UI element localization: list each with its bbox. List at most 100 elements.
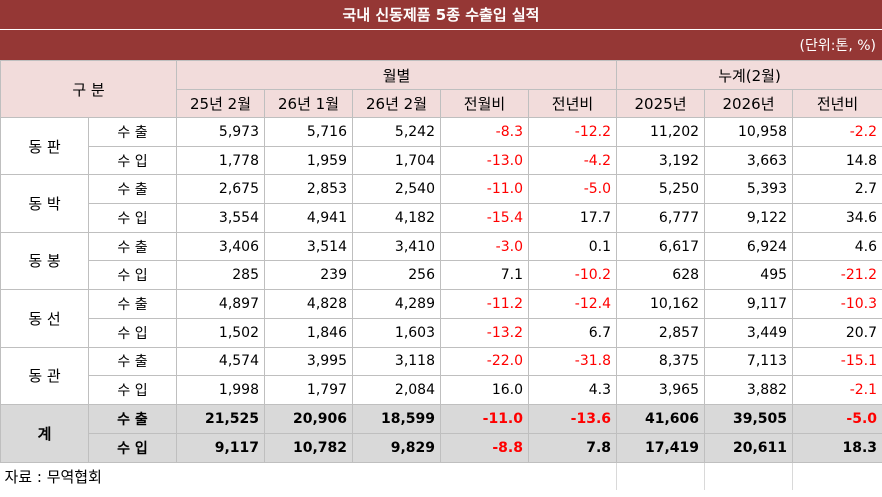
value-cell: -11.0 [440, 174, 529, 205]
value-cell: 4,828 [264, 289, 353, 319]
col-header: 26년 1월 [264, 89, 353, 118]
value-cell: 3,449 [704, 317, 794, 348]
value-cell: 4,574 [176, 346, 265, 377]
source-row: 자료 : 무역협회 [0, 461, 882, 491]
value-cell: 3,965 [616, 375, 706, 405]
group-label: 동 선 [0, 289, 89, 348]
type-label: 수 출 [88, 231, 177, 262]
value-cell: 6,617 [616, 231, 706, 262]
type-label: 수 입 [88, 375, 177, 405]
col-header: 25년 2월 [176, 89, 265, 118]
value-cell: 4,289 [352, 289, 441, 319]
unit-label: (단위:톤, %) [0, 30, 882, 60]
value-cell: 5,250 [616, 174, 706, 205]
value-cell: 495 [704, 260, 794, 291]
value-cell: 0.1 [527, 231, 618, 262]
source-note: 자료 : 무역협회 [0, 461, 617, 491]
type-label: 수 입 [88, 317, 177, 348]
value-cell: -10.2 [527, 260, 618, 291]
value-cell: -3.0 [440, 231, 529, 262]
type-label: 수 입 [88, 432, 177, 463]
value-cell: 239 [264, 260, 353, 291]
value-cell: 4.6 [792, 231, 882, 262]
value-cell: 10,782 [264, 432, 353, 463]
type-label: 수 입 [88, 260, 177, 291]
col-header: 전년비 [527, 89, 618, 118]
value-cell: 9,122 [704, 203, 794, 233]
value-cell: 6,777 [616, 203, 706, 233]
value-cell: 3,663 [704, 145, 794, 176]
value-cell: 7,113 [704, 346, 794, 377]
value-cell: 21,525 [176, 403, 265, 434]
group-label: 동 판 [0, 116, 89, 176]
value-cell: 2,084 [352, 375, 441, 405]
value-cell: 1,959 [264, 145, 353, 176]
table-row: 수 입 1,778 1,959 1,704 -13.0 -4.2 3,192 3,663 14.… [1, 145, 882, 176]
value-cell: 20,906 [264, 403, 353, 434]
value-cell: -13.0 [440, 145, 529, 176]
trade-table: 구 분 월별 누계(2월) 25년 2월 26년 1월 26년 2월 전월비 전… [0, 60, 882, 491]
value-cell: 3,514 [264, 231, 353, 262]
value-cell: 2,857 [616, 317, 706, 348]
value-cell: 2,853 [264, 174, 353, 205]
value-cell: 5,393 [704, 174, 794, 205]
type-label: 수 입 [88, 203, 177, 233]
value-cell: -4.2 [527, 145, 618, 176]
value-cell: -11.2 [440, 289, 529, 319]
value-cell: 8,375 [616, 346, 706, 377]
value-cell: -15.4 [440, 203, 529, 233]
monthly-header: 월별 [175, 60, 618, 90]
value-cell: 5,242 [352, 117, 441, 147]
cumulative-header: 누계(2월) [616, 60, 882, 90]
value-cell: 4.3 [527, 375, 618, 405]
value-cell: 7.8 [527, 432, 618, 463]
table-row: 수 입 1,998 1,797 2,084 16.0 4.3 3,965 3,882 -2.1 [1, 375, 882, 405]
col-header: 2026년 [704, 89, 794, 118]
value-cell: 4,897 [176, 289, 265, 319]
value-cell: 14.8 [792, 145, 882, 176]
value-cell: 7.1 [440, 260, 529, 291]
value-cell: 3,410 [352, 231, 441, 262]
total-row: 수 입 9,117 10,782 9,829 -8.8 7.8 17,419 20,611 18… [1, 432, 882, 463]
category-header: 구 분 [0, 60, 177, 118]
value-cell: 39,505 [704, 403, 794, 434]
value-cell: -8.3 [440, 117, 529, 147]
value-cell: 1,778 [176, 145, 265, 176]
value-cell: -15.1 [792, 346, 882, 377]
table-title: 국내 신동제품 5종 수출입 실적 [0, 0, 882, 30]
type-label: 수 출 [88, 403, 177, 434]
group-label: 동 박 [0, 174, 89, 233]
table-row: 수 입 3,554 4,941 4,182 -15.4 17.7 6,777 9,122 34.… [1, 203, 882, 233]
value-cell: -13.6 [527, 403, 618, 434]
value-cell: 3,192 [616, 145, 706, 176]
value-cell: 285 [176, 260, 265, 291]
value-cell: 1,502 [176, 317, 265, 348]
value-cell: 1,998 [176, 375, 265, 405]
value-cell: 18.3 [792, 432, 882, 463]
col-header: 전월비 [440, 89, 529, 118]
value-cell: 1,797 [264, 375, 353, 405]
value-cell: 11,202 [616, 117, 706, 147]
col-header: 전년비 [792, 89, 882, 118]
value-cell: 2,540 [352, 174, 441, 205]
col-header: 2025년 [616, 89, 706, 118]
table-row: 수 입 1,502 1,846 1,603 -13.2 6.7 2,857 3,449 20.7 [1, 317, 882, 348]
value-cell: 9,117 [704, 289, 794, 319]
type-label: 수 출 [88, 346, 177, 377]
value-cell: 628 [616, 260, 706, 291]
type-label: 수 출 [88, 117, 177, 147]
col-header: 26년 2월 [352, 89, 441, 118]
value-cell: -12.2 [527, 117, 618, 147]
value-cell: 3,882 [704, 375, 794, 405]
value-cell: -31.8 [527, 346, 618, 377]
group-label: 동 봉 [0, 231, 89, 291]
value-cell: -8.8 [440, 432, 529, 463]
value-cell: 17.7 [527, 203, 618, 233]
value-cell: 9,117 [176, 432, 265, 463]
value-cell: 5,973 [176, 117, 265, 147]
value-cell: 3,118 [352, 346, 441, 377]
